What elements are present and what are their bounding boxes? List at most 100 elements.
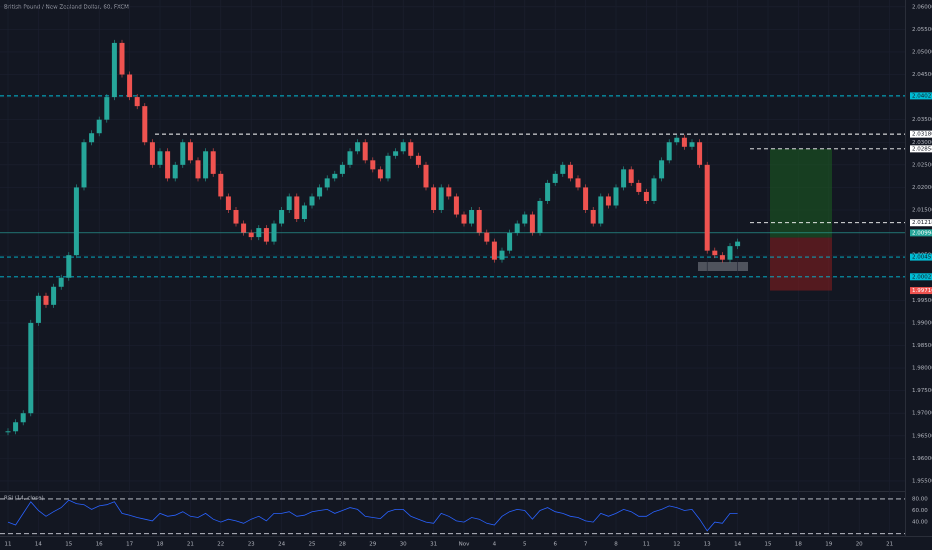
x-tick-label: 21 bbox=[886, 542, 893, 548]
level-label: 2.03180 bbox=[912, 132, 932, 138]
candle bbox=[279, 210, 285, 224]
x-tick-label: 7 bbox=[584, 542, 588, 548]
candle bbox=[499, 250, 505, 260]
candle bbox=[142, 106, 148, 143]
level-label: 2.02854 bbox=[912, 146, 932, 152]
y-tick-label: 2.06000 bbox=[912, 4, 932, 10]
y-tick-label: 1.97500 bbox=[912, 388, 932, 394]
candle bbox=[66, 255, 72, 278]
x-tick-label: 4 bbox=[493, 542, 497, 548]
level-label: 2.00457 bbox=[912, 255, 932, 261]
candle bbox=[149, 142, 155, 165]
chart-title: British Pound / New Zealand Dollar, 60, … bbox=[4, 5, 129, 11]
candle bbox=[73, 187, 79, 256]
x-tick-label: 18 bbox=[157, 542, 164, 548]
y-tick-label: 2.05000 bbox=[912, 49, 932, 55]
candle bbox=[309, 196, 315, 206]
x-tick-label: Nov bbox=[459, 542, 470, 548]
x-tick-label: 25 bbox=[309, 542, 316, 548]
x-tick-label: 31 bbox=[430, 542, 437, 548]
candle bbox=[317, 187, 323, 197]
candle bbox=[355, 142, 361, 152]
level-label: 2.00021 bbox=[912, 274, 932, 280]
candle bbox=[438, 187, 444, 210]
candle bbox=[552, 173, 558, 183]
candle bbox=[431, 187, 437, 210]
candle bbox=[393, 151, 399, 156]
candle bbox=[195, 160, 201, 179]
x-tick-label: 22 bbox=[217, 542, 224, 548]
candle bbox=[712, 250, 718, 256]
candle bbox=[301, 205, 307, 220]
level-label-bg bbox=[910, 253, 932, 261]
candle bbox=[96, 119, 102, 134]
candle bbox=[43, 295, 49, 305]
candle bbox=[20, 413, 26, 423]
level-label-bg bbox=[910, 219, 932, 227]
candle bbox=[58, 277, 64, 287]
candle bbox=[689, 142, 695, 147]
candle bbox=[111, 42, 117, 98]
profit-zone bbox=[770, 148, 832, 238]
candle bbox=[735, 241, 741, 247]
candle bbox=[643, 191, 649, 201]
candle bbox=[514, 223, 520, 233]
candle bbox=[605, 196, 611, 206]
candle bbox=[241, 223, 247, 233]
candle bbox=[453, 196, 459, 215]
x-tick-label: 17 bbox=[126, 542, 133, 548]
y-tick-label: 1.96500 bbox=[912, 433, 932, 439]
x-tick-label: 20 bbox=[856, 542, 863, 548]
candle bbox=[727, 246, 733, 260]
candle bbox=[628, 169, 634, 183]
rsi-tick-label: 60.00 bbox=[912, 508, 928, 514]
level-label-bg bbox=[910, 145, 932, 153]
candle bbox=[332, 173, 338, 179]
level-label-bg bbox=[910, 130, 932, 138]
candle bbox=[13, 422, 19, 432]
candle bbox=[294, 196, 300, 220]
x-tick-label: 14 bbox=[35, 542, 42, 548]
y-tick-label: 2.01500 bbox=[912, 208, 932, 214]
candle bbox=[469, 210, 475, 224]
candle bbox=[719, 255, 725, 260]
rsi-title: RSI (14, close) bbox=[4, 496, 44, 502]
stop-label: 1.99716 bbox=[912, 288, 932, 294]
candle bbox=[377, 169, 383, 179]
candle bbox=[636, 182, 642, 192]
candle bbox=[522, 214, 528, 224]
x-tick-label: 12 bbox=[673, 542, 680, 548]
x-tick-label: 14 bbox=[734, 542, 741, 548]
candle bbox=[35, 295, 41, 323]
x-tick-label: 28 bbox=[339, 542, 346, 548]
candle bbox=[256, 228, 262, 238]
candle bbox=[598, 196, 604, 224]
candle bbox=[484, 232, 490, 242]
candle bbox=[134, 97, 140, 107]
x-tick-label: 16 bbox=[96, 542, 103, 548]
candle bbox=[5, 431, 11, 433]
candle bbox=[104, 97, 110, 120]
candle bbox=[286, 196, 292, 210]
last-price-bg bbox=[910, 229, 932, 237]
last-price-label: 2.00994 bbox=[912, 230, 932, 236]
candle bbox=[28, 322, 34, 414]
candle bbox=[400, 142, 406, 152]
candle bbox=[248, 232, 254, 238]
candle bbox=[233, 210, 239, 224]
candle bbox=[651, 178, 657, 201]
y-tick-label: 1.98500 bbox=[912, 343, 932, 349]
y-tick-label: 2.04500 bbox=[912, 72, 932, 78]
candle bbox=[271, 223, 277, 242]
candle bbox=[165, 151, 171, 179]
level-label: 2.01218 bbox=[912, 220, 932, 226]
x-tick-label: 18 bbox=[795, 542, 802, 548]
candle bbox=[172, 164, 178, 179]
candle bbox=[210, 151, 216, 174]
x-tick-label: 11 bbox=[5, 542, 12, 548]
candle bbox=[347, 151, 353, 165]
x-tick-label: 30 bbox=[400, 542, 407, 548]
x-tick-label: 24 bbox=[278, 542, 285, 548]
candle bbox=[225, 196, 231, 210]
